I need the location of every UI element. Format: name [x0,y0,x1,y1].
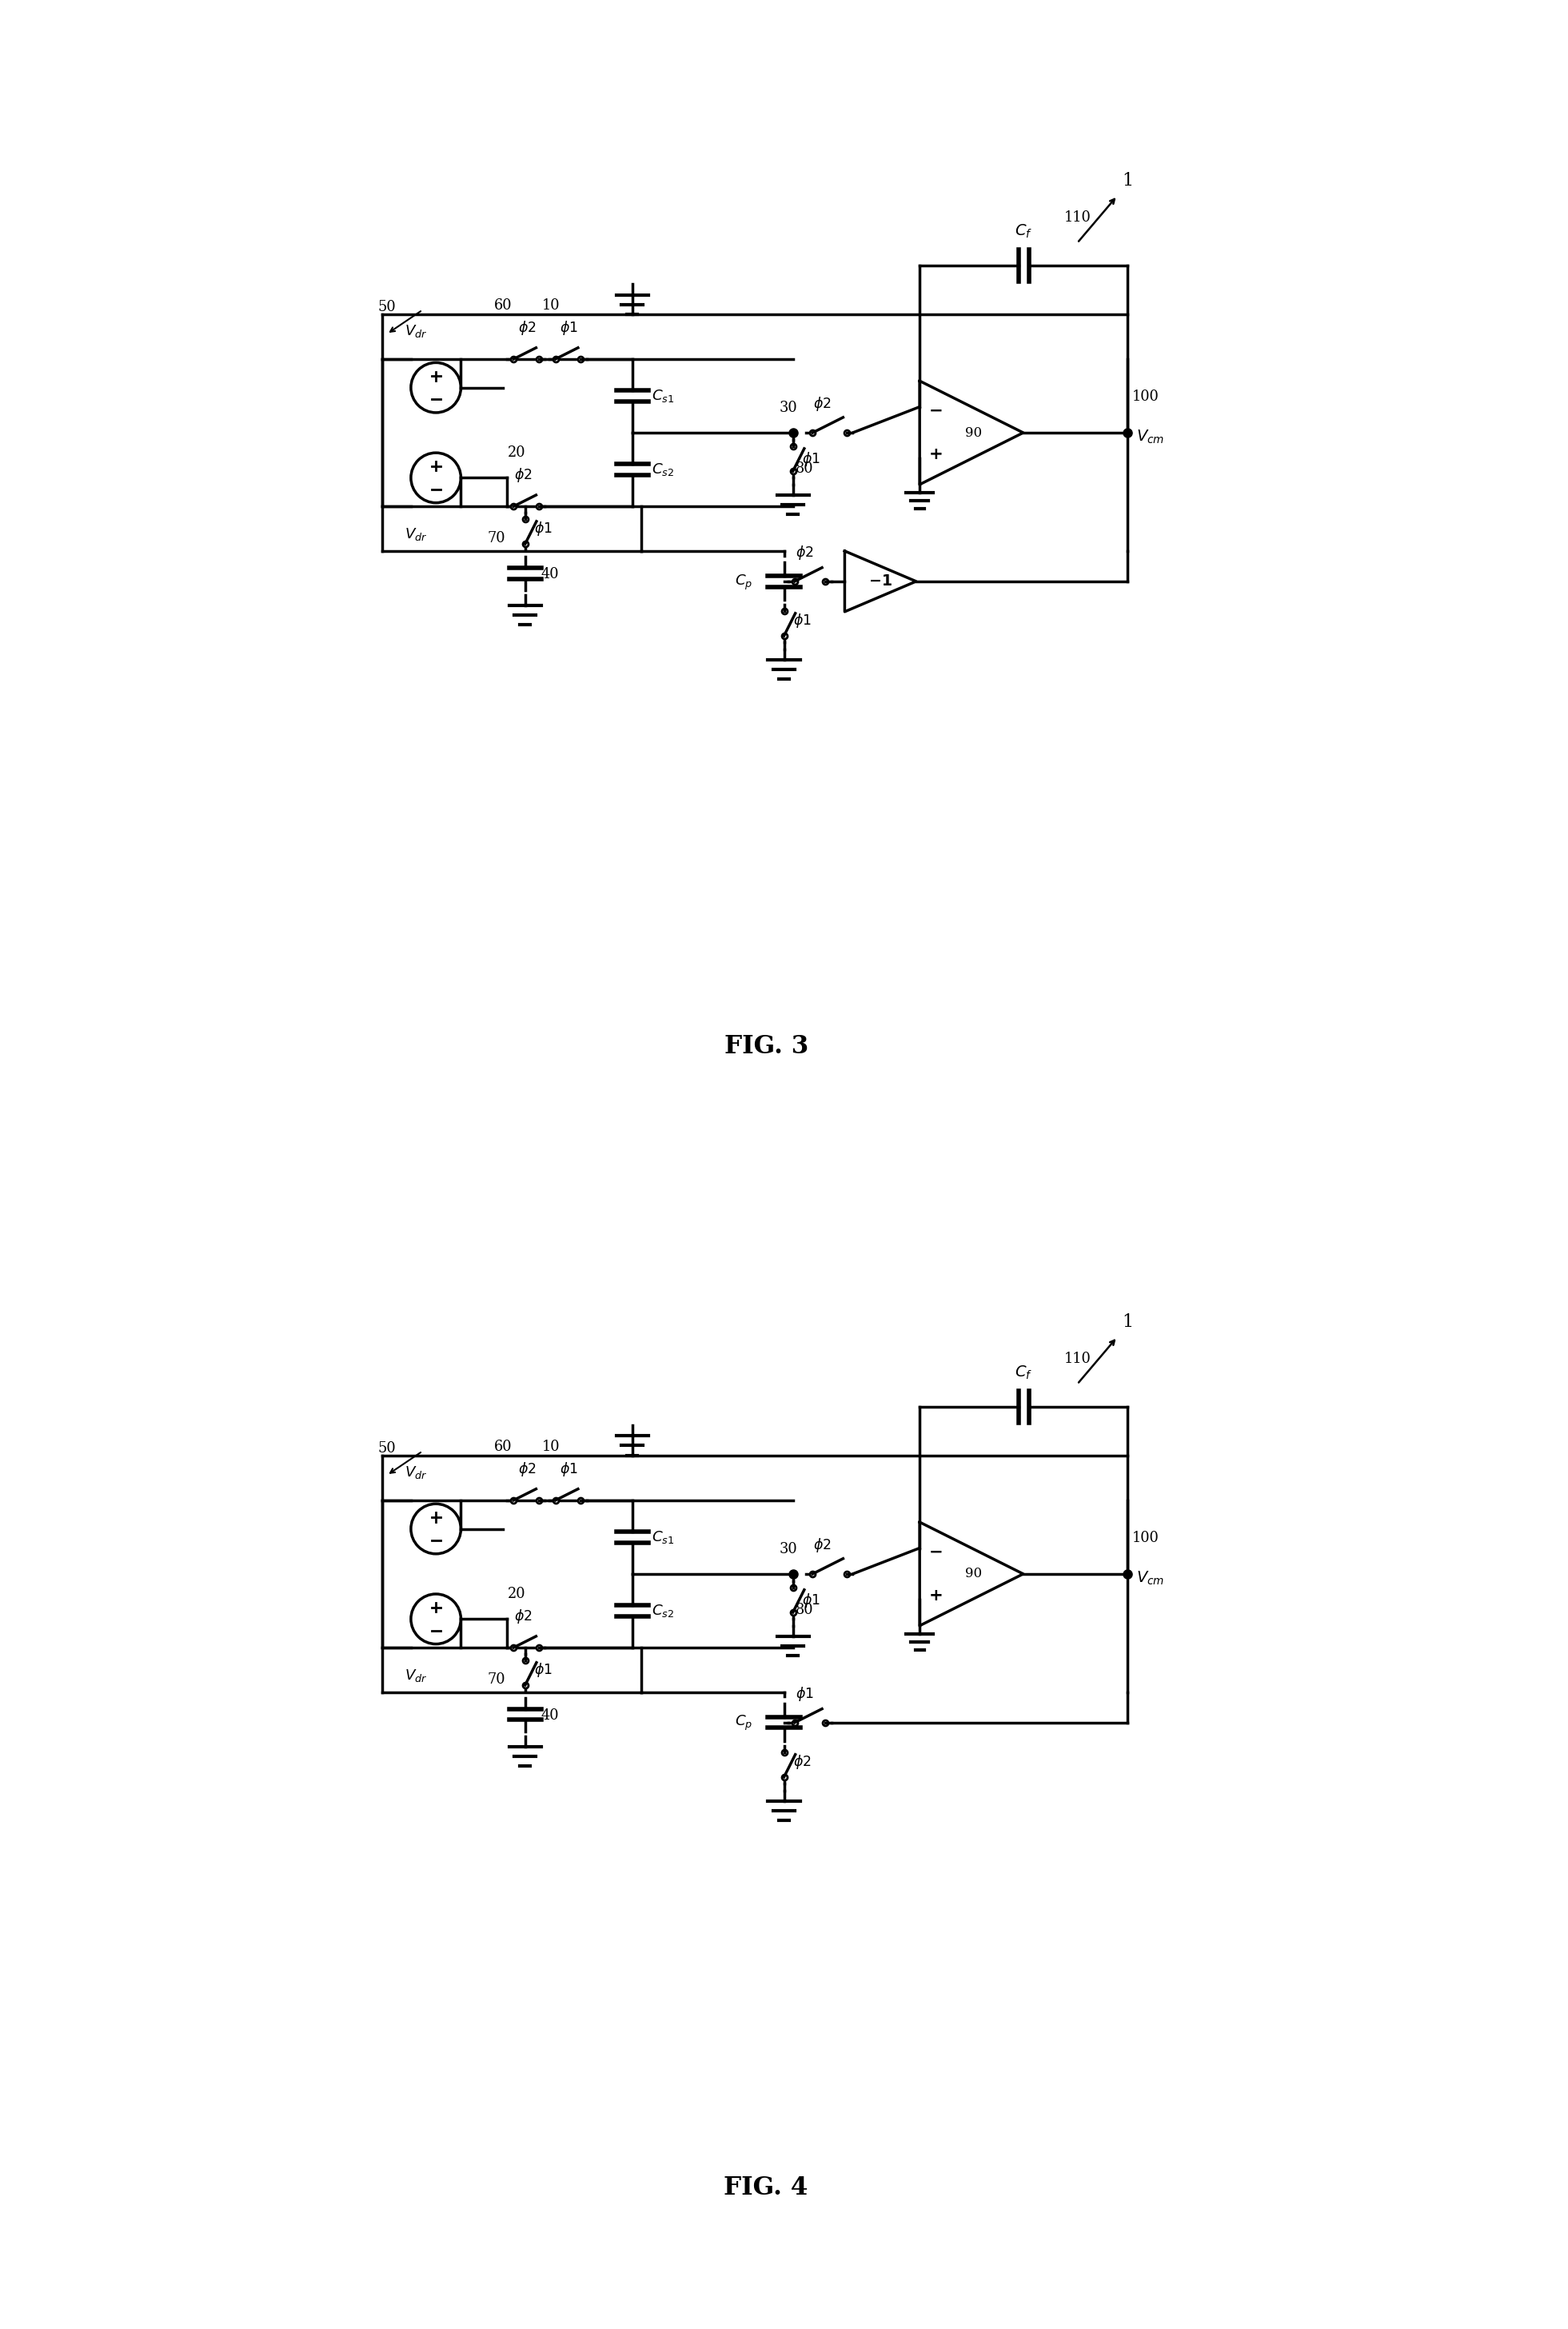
Text: 20: 20 [508,1586,525,1600]
Text: $\phi 2$: $\phi 2$ [814,1537,831,1553]
Text: −: − [928,1544,942,1560]
Text: +: + [928,1588,942,1605]
Text: $\phi 1$: $\phi 1$ [795,1686,814,1702]
Text: 1: 1 [1121,172,1134,189]
Text: $\phi 1$: $\phi 1$ [535,1661,552,1679]
Text: $C_{s2}$: $C_{s2}$ [652,461,674,477]
Text: −1: −1 [869,573,892,589]
Text: 100: 100 [1132,389,1159,405]
Text: 100: 100 [1132,1530,1159,1546]
Text: $\phi 2$: $\phi 2$ [514,1607,533,1626]
Text: $C_p$: $C_p$ [735,1714,753,1733]
Text: 60: 60 [494,1439,511,1453]
Text: $C_{s1}$: $C_{s1}$ [652,389,674,403]
Text: 10: 10 [543,298,560,312]
Text: FIG. 4: FIG. 4 [724,2175,808,2201]
Text: 110: 110 [1063,210,1091,226]
Text: $V_{dr}$: $V_{dr}$ [405,1465,428,1481]
Text: 1: 1 [1121,1314,1134,1330]
Text: 60: 60 [494,298,511,312]
Text: 90: 90 [964,426,982,440]
Text: $C_p$: $C_p$ [735,573,753,592]
Text: FIG. 3: FIG. 3 [724,1034,808,1060]
Text: $V_{dr}$: $V_{dr}$ [405,1668,428,1684]
Text: 80: 80 [795,1602,814,1616]
Text: $C_f$: $C_f$ [1014,1365,1032,1381]
Text: $\phi 1$: $\phi 1$ [801,1591,820,1609]
Text: +: + [928,447,942,463]
Text: $\phi 2$: $\phi 2$ [514,466,533,484]
Text: 40: 40 [541,566,560,582]
Text: $\phi 2$: $\phi 2$ [517,319,536,338]
Text: $\phi 2$: $\phi 2$ [795,545,814,561]
Text: $C_{s2}$: $C_{s2}$ [652,1602,674,1619]
Text: $\phi 2$: $\phi 2$ [793,1754,811,1770]
Text: 50: 50 [378,300,397,314]
Text: $\phi 1$: $\phi 1$ [560,1460,579,1479]
Text: $V_{cm}$: $V_{cm}$ [1137,429,1165,445]
Text: $\phi 1$: $\phi 1$ [535,519,552,538]
Text: $\phi 1$: $\phi 1$ [793,613,811,629]
Text: 70: 70 [488,1672,505,1686]
Text: $V_{dr}$: $V_{dr}$ [405,324,428,340]
Text: 40: 40 [541,1707,560,1723]
Text: 10: 10 [543,1439,560,1453]
Text: $C_{s1}$: $C_{s1}$ [652,1530,674,1544]
Text: 30: 30 [779,1542,798,1556]
Text: 20: 20 [508,445,525,459]
Text: 110: 110 [1063,1351,1091,1367]
Text: 50: 50 [378,1442,397,1456]
Text: −: − [928,403,942,419]
Text: 70: 70 [488,531,505,545]
Text: $\phi 1$: $\phi 1$ [560,319,579,338]
Text: $V_{dr}$: $V_{dr}$ [405,526,428,543]
Text: 80: 80 [795,461,814,475]
Text: $V_{cm}$: $V_{cm}$ [1137,1570,1165,1586]
Text: $\phi 2$: $\phi 2$ [814,396,831,412]
Text: 90: 90 [964,1567,982,1581]
Text: $\phi 1$: $\phi 1$ [801,449,820,468]
Text: $C_f$: $C_f$ [1014,224,1032,240]
Text: $\phi 2$: $\phi 2$ [517,1460,536,1479]
Text: 30: 30 [779,401,798,415]
